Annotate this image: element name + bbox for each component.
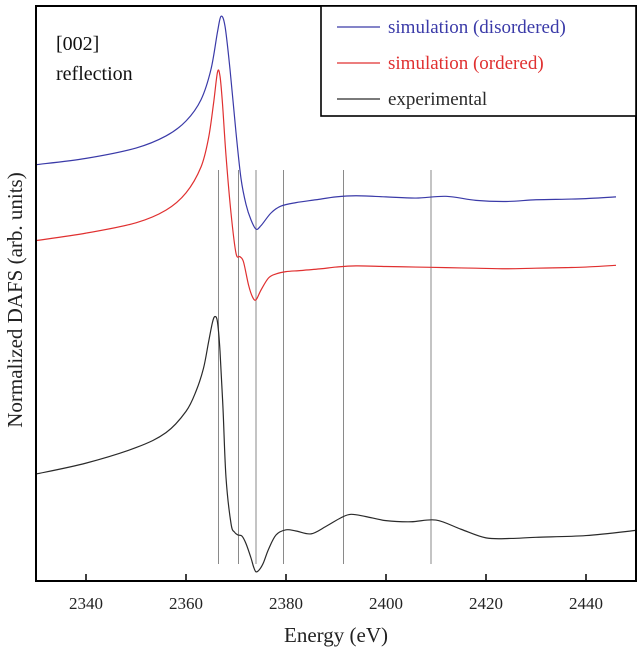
x-tick-label-1: 2360 [169, 594, 203, 613]
x-tick-label-0: 2340 [69, 594, 103, 613]
x-tick-label-2: 2380 [269, 594, 303, 613]
legend: simulation (disordered) simulation (order… [320, 5, 637, 117]
y-axis-title: Normalized DAFS (arb. units) [3, 172, 27, 427]
data-curves [35, 15, 637, 573]
reference-lines [218, 170, 432, 564]
series-line-2 [35, 315, 637, 573]
series-line-0 [35, 15, 617, 230]
x-tick-label-3: 2400 [369, 594, 403, 613]
x-tick-label-4: 2420 [469, 594, 503, 613]
x-tick-label-5: 2440 [569, 594, 603, 613]
annotation-line-1: [002] [56, 33, 99, 55]
legend-items: simulation (disordered) simulation (order… [337, 17, 566, 110]
legend-label-0: simulation (disordered) [388, 17, 566, 38]
annotation-line-2: reflection [56, 63, 133, 85]
legend-box [320, 5, 637, 117]
x-axis-title: Energy (eV) [284, 623, 388, 647]
x-axis-ticks: 2340 2360 2380 2400 2420 2440 [69, 574, 603, 613]
legend-label-2: experimental [388, 89, 487, 110]
legend-label-1: simulation (ordered) [388, 53, 544, 74]
series-line-1 [35, 69, 617, 301]
